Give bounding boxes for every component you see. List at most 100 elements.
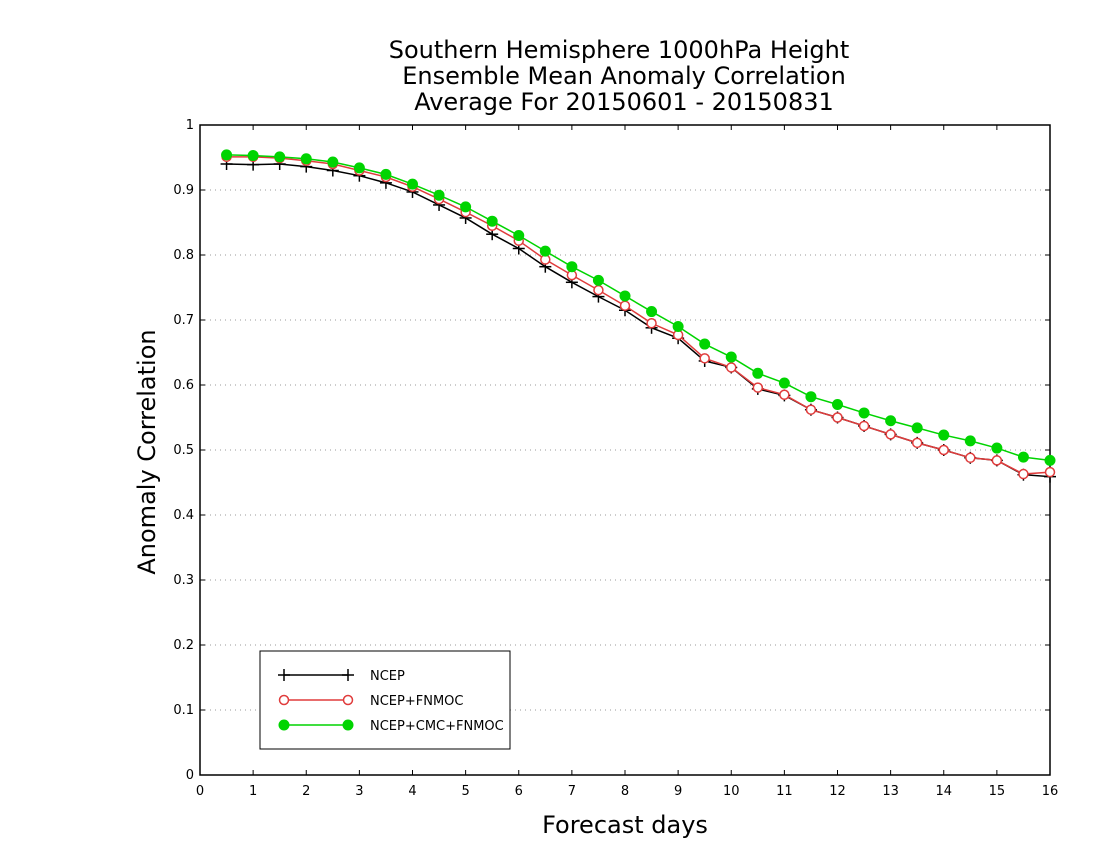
data-point <box>911 437 923 449</box>
x-tick-label: 12 <box>829 784 846 799</box>
data-point <box>885 429 896 440</box>
y-tick-label: 0.9 <box>173 183 194 198</box>
data-point <box>592 274 604 286</box>
legend-item: NCEP+FNMOC <box>278 694 463 709</box>
legend-label: NCEP+CMC+FNMOC <box>370 719 504 734</box>
y-tick-label: 0.3 <box>173 573 194 588</box>
legend: NCEP NCEP+FNMOC NCEP+CMC+FNMOC <box>259 650 511 750</box>
series-ncep-cmc-fnmoc <box>221 149 1056 466</box>
data-point <box>274 151 286 163</box>
data-point <box>725 351 737 363</box>
data-point <box>778 377 790 389</box>
y-axis-ticks: 0 0.1 0.2 0.3 0.4 0.5 0.6 0.7 0.8 0.9 1 <box>173 118 1050 783</box>
title-line-2: Ensemble Mean Anomaly Correlation <box>402 62 846 90</box>
data-point <box>752 367 764 379</box>
data-point <box>646 318 657 329</box>
legend-marker <box>342 669 354 681</box>
legend-marker <box>342 694 354 706</box>
data-point <box>486 215 498 227</box>
x-tick-label: 1 <box>249 784 257 799</box>
data-point <box>832 412 843 423</box>
legend-marker <box>342 719 354 731</box>
data-point <box>1044 466 1056 478</box>
data-point <box>938 429 950 441</box>
legend-marker <box>278 719 290 731</box>
title-line-1: Southern Hemisphere 1000hPa Height <box>389 36 849 64</box>
series-layer <box>220 149 1056 483</box>
chart-title: Southern Hemisphere 1000hPa Height Ensem… <box>389 36 849 116</box>
data-point <box>1017 451 1029 463</box>
x-tick-label: 4 <box>408 784 416 799</box>
legend-label: NCEP <box>370 669 405 684</box>
x-tick-label: 10 <box>723 784 740 799</box>
x-tick-label: 5 <box>461 784 469 799</box>
x-tick-label: 13 <box>882 784 899 799</box>
data-point <box>433 189 445 201</box>
data-point <box>646 306 658 318</box>
y-tick-label: 0.8 <box>173 248 194 263</box>
legend-marker <box>278 669 290 681</box>
grid-lines <box>200 189 1050 711</box>
data-point <box>566 261 578 273</box>
data-point <box>353 162 365 174</box>
x-tick-label: 16 <box>1042 784 1059 799</box>
data-point <box>991 442 1003 454</box>
y-tick-label: 0.1 <box>173 703 194 718</box>
legend-item: NCEP <box>278 669 405 684</box>
data-point <box>1044 454 1056 466</box>
data-point <box>726 362 737 373</box>
legend-item: NCEP+CMC+FNMOC <box>278 719 504 734</box>
legend-marker <box>278 694 290 706</box>
data-point <box>672 321 684 332</box>
data-point <box>885 415 897 427</box>
y-tick-label: 0.5 <box>173 443 194 458</box>
data-point <box>380 168 392 180</box>
data-point <box>858 407 870 419</box>
data-point <box>858 420 870 432</box>
data-point <box>991 455 1003 466</box>
data-point <box>619 300 631 311</box>
series-line <box>226 154 1051 462</box>
data-point <box>805 391 817 403</box>
series-ncep-fnmoc <box>221 151 1056 480</box>
y-tick-label: 0.4 <box>173 508 194 523</box>
data-point <box>699 338 711 350</box>
y-tick-label: 1 <box>186 118 194 133</box>
data-point <box>221 149 233 161</box>
x-tick-label: 15 <box>989 784 1006 799</box>
series-line <box>226 156 1051 475</box>
y-tick-label: 0 <box>186 768 194 783</box>
y-tick-label: 0.6 <box>173 378 194 393</box>
legend-label: NCEP+FNMOC <box>370 694 463 709</box>
x-axis-title: Forecast days <box>542 811 708 839</box>
x-tick-label: 6 <box>515 784 523 799</box>
y-tick-label: 0.7 <box>173 313 194 328</box>
y-tick-label: 0.2 <box>173 638 194 653</box>
data-point <box>407 178 418 190</box>
data-point <box>805 404 817 415</box>
data-point <box>911 422 923 434</box>
title-line-3: Average For 20150601 - 20150831 <box>414 88 834 116</box>
x-tick-label: 0 <box>196 784 204 799</box>
data-point <box>619 290 631 302</box>
data-point <box>964 435 976 447</box>
data-point <box>300 153 312 165</box>
x-tick-label: 14 <box>935 784 952 799</box>
data-point <box>247 150 259 162</box>
x-tick-label: 11 <box>776 784 793 799</box>
data-point <box>938 444 949 456</box>
data-point <box>965 452 976 464</box>
data-point <box>699 353 710 364</box>
data-point <box>832 399 843 410</box>
data-point <box>539 245 551 257</box>
x-tick-label: 2 <box>302 784 310 799</box>
x-tick-label: 7 <box>568 784 576 799</box>
x-tick-label: 8 <box>621 784 629 799</box>
x-axis-ticks: 0 1 2 3 4 5 6 7 8 9 10 11 12 13 14 15 16 <box>196 125 1058 799</box>
data-point <box>779 389 790 400</box>
data-point <box>327 156 339 168</box>
data-point <box>513 230 525 241</box>
data-point <box>460 201 472 213</box>
y-axis-title: Anomaly Correlation <box>133 329 161 574</box>
